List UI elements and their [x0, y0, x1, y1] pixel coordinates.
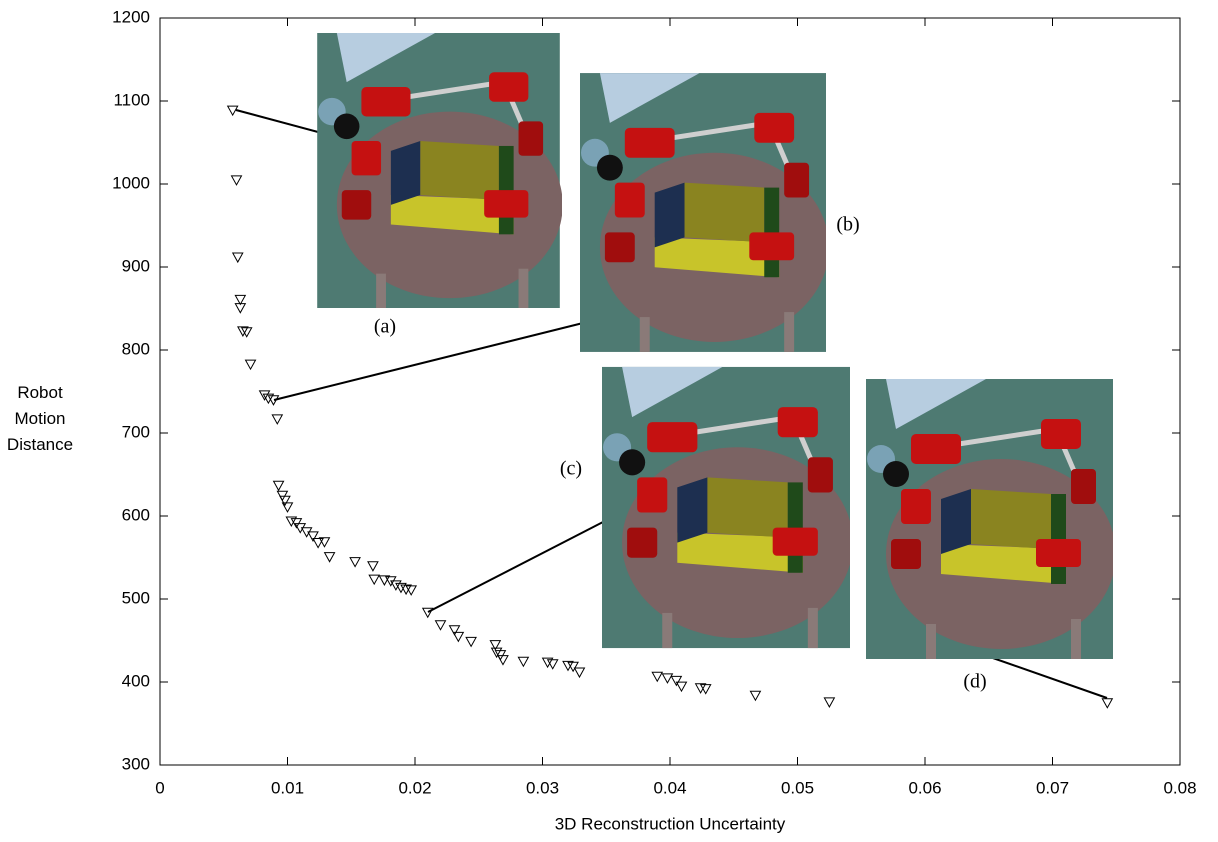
point [308, 532, 318, 541]
point [436, 621, 446, 630]
y-tick-label: 800 [122, 339, 150, 358]
y-tick-label: 700 [122, 422, 150, 441]
leader-line [428, 522, 603, 612]
annotation: (c) [560, 458, 582, 480]
point [574, 668, 584, 677]
point [232, 176, 242, 185]
point [466, 637, 476, 646]
y-tick-label: 1200 [112, 7, 150, 26]
point [671, 676, 681, 685]
point [325, 553, 335, 562]
x-tick-label: 0.03 [526, 778, 559, 797]
point [368, 562, 378, 571]
inset-image [602, 367, 853, 648]
x-tick-label: 0.01 [271, 778, 304, 797]
point [313, 539, 323, 548]
x-tick-label: 0.04 [653, 778, 686, 797]
leader-line [990, 657, 1107, 698]
point [238, 327, 248, 336]
x-tick-label: 0.05 [781, 778, 814, 797]
x-axis-label: 3D Reconstruction Uncertainty [555, 814, 786, 833]
point [350, 558, 360, 567]
point [676, 682, 686, 691]
annotation: (b) [836, 214, 859, 236]
page: (a) (b) (c) (d) 3D Reconstruction Uncert… [0, 0, 1218, 842]
point [824, 698, 834, 707]
y-tick-label: 400 [122, 671, 150, 690]
y-tick-label: 1100 [113, 90, 150, 109]
x-tick-label: 0.06 [908, 778, 941, 797]
x-tick-label: 0.07 [1036, 778, 1069, 797]
point [235, 295, 245, 304]
annotation: (a) [374, 316, 396, 338]
point [246, 360, 256, 369]
x-tick-label: 0.02 [398, 778, 431, 797]
x-tick-label: 0 [155, 778, 164, 797]
y-tick-label: 500 [122, 588, 150, 607]
y-tick-label: 600 [122, 505, 150, 524]
point [750, 691, 760, 700]
point [518, 657, 528, 666]
inset-image [580, 73, 829, 352]
annotation: (d) [963, 671, 986, 693]
point [652, 672, 662, 681]
point [233, 253, 243, 262]
inset-image [317, 33, 563, 308]
y-tick-label: 300 [122, 754, 150, 773]
point [450, 626, 460, 635]
x-tick-label: 0.08 [1163, 778, 1196, 797]
point [662, 674, 672, 683]
point [369, 575, 379, 584]
point [1102, 699, 1112, 708]
leader-line [236, 110, 318, 132]
chart: (a) (b) (c) (d) 3D Reconstruction Uncert… [0, 0, 1218, 842]
y-axis-label: Robot Motion Distance [0, 380, 80, 458]
leader-line [274, 323, 583, 400]
inset-image [866, 379, 1116, 659]
y-tick-label: 1000 [112, 173, 150, 192]
point [272, 415, 282, 424]
y-tick-label: 900 [122, 256, 150, 275]
point [274, 481, 284, 490]
